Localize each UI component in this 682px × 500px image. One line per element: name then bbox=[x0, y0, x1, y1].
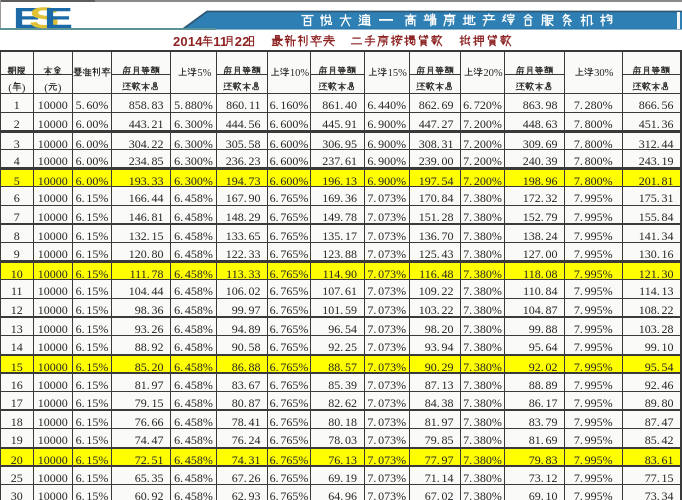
svg-text:2014: 2014 bbox=[173, 34, 203, 49]
svg-text:11: 11 bbox=[213, 34, 227, 49]
svg-text:22: 22 bbox=[235, 34, 250, 49]
